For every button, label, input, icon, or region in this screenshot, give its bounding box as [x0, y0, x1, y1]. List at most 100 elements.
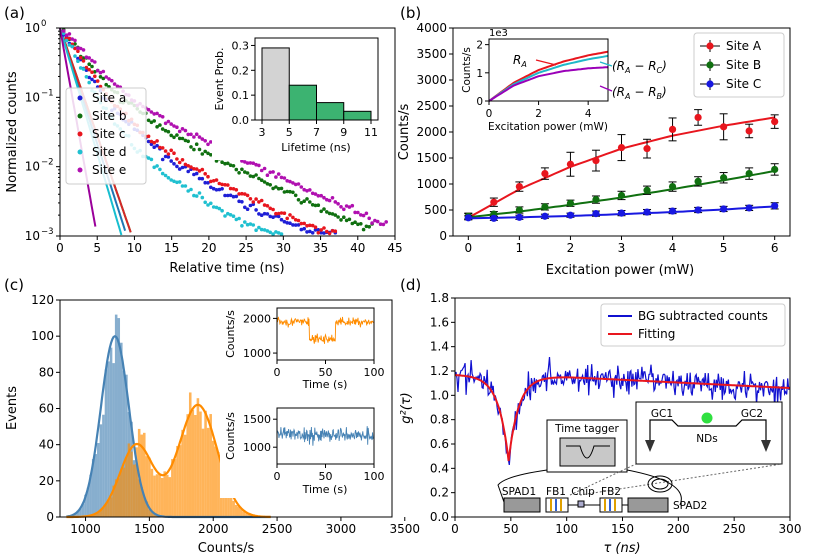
data-point-2: [183, 162, 188, 167]
data-point-4: [243, 160, 247, 164]
data-point-4: [194, 132, 199, 136]
data-point-1: [172, 135, 176, 140]
data-point-1: [243, 170, 247, 174]
data-point-2: [257, 200, 261, 204]
data-point-1: [169, 133, 173, 138]
data-point-4: [146, 107, 151, 112]
panel-c-inset-2-xlabel: Time (s): [302, 483, 348, 496]
data-point-0: [296, 223, 301, 227]
data-point-3: [180, 184, 185, 188]
a-y-tick-label: 10: [25, 21, 40, 35]
data-point-2: [189, 165, 193, 169]
data-point-1: [720, 174, 728, 182]
a-y-tick-label: 10: [25, 90, 40, 104]
fb2-label: FB2: [601, 486, 621, 498]
data-point-4: [98, 70, 103, 75]
data-point-0: [265, 212, 270, 216]
data-point-3: [211, 205, 216, 209]
data-point-3: [254, 228, 258, 232]
legend-marker-2: [706, 80, 714, 88]
data-point-1: [180, 136, 185, 141]
data-point-1: [339, 218, 343, 222]
data-point-4: [101, 69, 106, 74]
legend-label-4: Site e: [92, 163, 126, 177]
data-point-2: [282, 211, 287, 215]
data-point-4: [336, 202, 340, 206]
data-point-4: [93, 60, 97, 64]
data-point-3: [251, 223, 256, 227]
b-x-tick-label: 1: [516, 241, 524, 255]
a-y-tick-exponent: 0: [41, 19, 46, 29]
data-point-2: [279, 211, 284, 215]
data-point-4: [183, 128, 188, 133]
data-point-1: [310, 203, 315, 207]
waveguide: [649, 419, 767, 450]
data-point-1: [259, 178, 264, 182]
data-point-3: [146, 156, 151, 160]
data-point-4: [262, 166, 267, 171]
data-point-4: [333, 200, 338, 204]
data-point-0: [257, 212, 261, 216]
data-point-1: [305, 197, 309, 201]
a-x-tick-label: 20: [201, 241, 216, 255]
fit-curve-1: [66, 403, 271, 519]
data-point-4: [149, 110, 154, 114]
histogram-bar-1: [199, 411, 202, 517]
c-y-tick-label: 0: [46, 510, 54, 524]
spad2-label: SPAD2: [673, 500, 707, 512]
data-point-2: [87, 67, 91, 72]
data-point-2: [217, 181, 222, 186]
b-x-tick-label: 6: [771, 241, 779, 255]
a-inset-y-tick-label: 0.0: [232, 114, 250, 127]
data-point-1: [248, 174, 253, 178]
data-point-2: [209, 179, 213, 184]
panel-a-ylabel: Normalized counts: [5, 71, 20, 193]
data-point-4: [155, 111, 159, 116]
data-point-1: [175, 133, 179, 137]
inset-bar-3: [343, 110, 372, 121]
data-point-1: [209, 153, 213, 157]
data-point-3: [257, 225, 261, 230]
data-point-2: [214, 178, 219, 182]
c-inset0-y-tick-label: 2000: [243, 312, 271, 325]
data-point-3: [81, 67, 86, 71]
data-point-2: [197, 169, 202, 173]
data-point-0: [254, 208, 258, 212]
data-point-0: [194, 171, 199, 176]
data-point-2: [291, 215, 295, 220]
data-point-3: [200, 195, 205, 200]
data-point-2: [245, 193, 250, 198]
histogram-bar-1: [188, 392, 192, 517]
data-point-1: [342, 215, 346, 219]
data-point-4: [325, 197, 329, 202]
grating-coupler-2-icon: [761, 440, 771, 452]
data-point-4: [322, 195, 326, 200]
c-x-tick-label: 1000: [70, 522, 101, 536]
c-inset1-y-tick-label: 1000: [243, 441, 271, 454]
histogram-bar-1: [127, 443, 131, 517]
data-point-0: [293, 223, 298, 227]
data-point-2: [192, 167, 196, 171]
data-point-4: [186, 132, 190, 137]
histogram-bar-1: [125, 456, 128, 517]
histogram-bar-0: [99, 424, 103, 517]
a-inset-x-tick-label: 7: [313, 126, 320, 139]
data-point-2: [296, 218, 301, 223]
data-point-4: [152, 112, 156, 116]
data-point-1: [617, 191, 626, 200]
legend-label-3: Site d: [92, 145, 126, 159]
panel-b-legend-box: [693, 32, 785, 98]
b-inset-x-tick-label: 2: [535, 108, 542, 120]
histogram-bar-1: [186, 414, 189, 517]
histogram-bar-0: [81, 504, 85, 517]
data-point-0: [319, 230, 324, 235]
data-point-0: [285, 221, 290, 225]
panel-c-xlabel: Counts/s: [198, 541, 255, 556]
panel-b-inset-frame: [488, 38, 609, 102]
data-point-0: [197, 176, 202, 181]
data-point-0: [149, 142, 154, 147]
b-x-tick-label: 4: [669, 241, 677, 255]
nanodiamond-icon: [701, 412, 713, 424]
data-point-4: [87, 56, 91, 60]
data-point-2: [643, 208, 651, 216]
